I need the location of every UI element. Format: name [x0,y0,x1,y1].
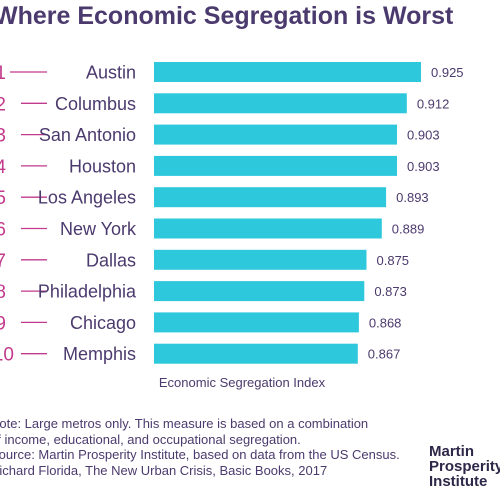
bar [154,62,421,82]
bar [154,155,397,176]
rank-label: 6 [0,220,6,241]
rank-label: 3 [0,126,6,147]
bar [154,124,397,145]
category-label: Chicago [70,313,136,333]
rank-label: 5 [0,188,6,209]
category-label: San Antonio [39,125,136,145]
data-label: 0.873 [374,284,407,299]
data-label: 0.868 [369,315,402,330]
bar [154,187,387,208]
category-label: Columbus [55,94,136,114]
note-line: of income, educational, and occupational… [0,431,301,447]
data-label: 0.903 [407,128,440,143]
rank-label: 7 [0,251,6,272]
category-label: New York [60,219,137,239]
bar [154,312,359,333]
category-label: Austin [86,63,136,83]
data-label: 0.867 [368,347,401,362]
rank-label: 1 [0,63,6,84]
data-label: 0.875 [377,253,410,268]
logo-line: Martin [429,443,474,460]
category-label: Houston [69,156,136,176]
bar [154,343,358,364]
category-label: Los Angeles [38,188,136,208]
source-line: Source: Martin Prosperity Institute, bas… [0,447,400,463]
data-label: 0.912 [417,96,450,111]
rank-label: 2 [0,94,6,115]
rank-label: 8 [0,282,6,303]
category-label: Memphis [63,344,136,364]
data-label: 0.893 [396,190,429,205]
logo-line: Institute [429,473,488,490]
data-label: 0.889 [392,222,425,237]
bar [154,249,367,270]
category-label: Dallas [86,250,136,270]
bar-chart: 1 Austin 0.925 2 Columbus 0.912 3 San Antonio 0.… [0,62,464,390]
rank-label: 10 [0,345,14,366]
logo-line: Prosperity [429,458,500,475]
bar [154,218,382,239]
chart-title: Where Economic Segregation is Worst [0,2,454,30]
chart-notes: Note: Large metros only. This measure is… [0,416,410,478]
citation-line: Richard Florida, The New Urban Crisis, B… [0,462,328,478]
note-line: Note: Large metros only. This measure is… [0,416,369,431]
martin-prosperity-institute-logo: Martin Prosperity Institute [429,444,500,489]
bar [154,93,407,114]
rank-label: 4 [0,157,6,178]
data-label: 0.903 [407,159,440,174]
data-label: 0.925 [431,65,464,80]
category-label: Philadelphia [38,282,137,302]
rank-label: 9 [0,313,6,334]
bar [154,281,365,302]
x-axis-label: Economic Segregation Index [159,375,326,390]
